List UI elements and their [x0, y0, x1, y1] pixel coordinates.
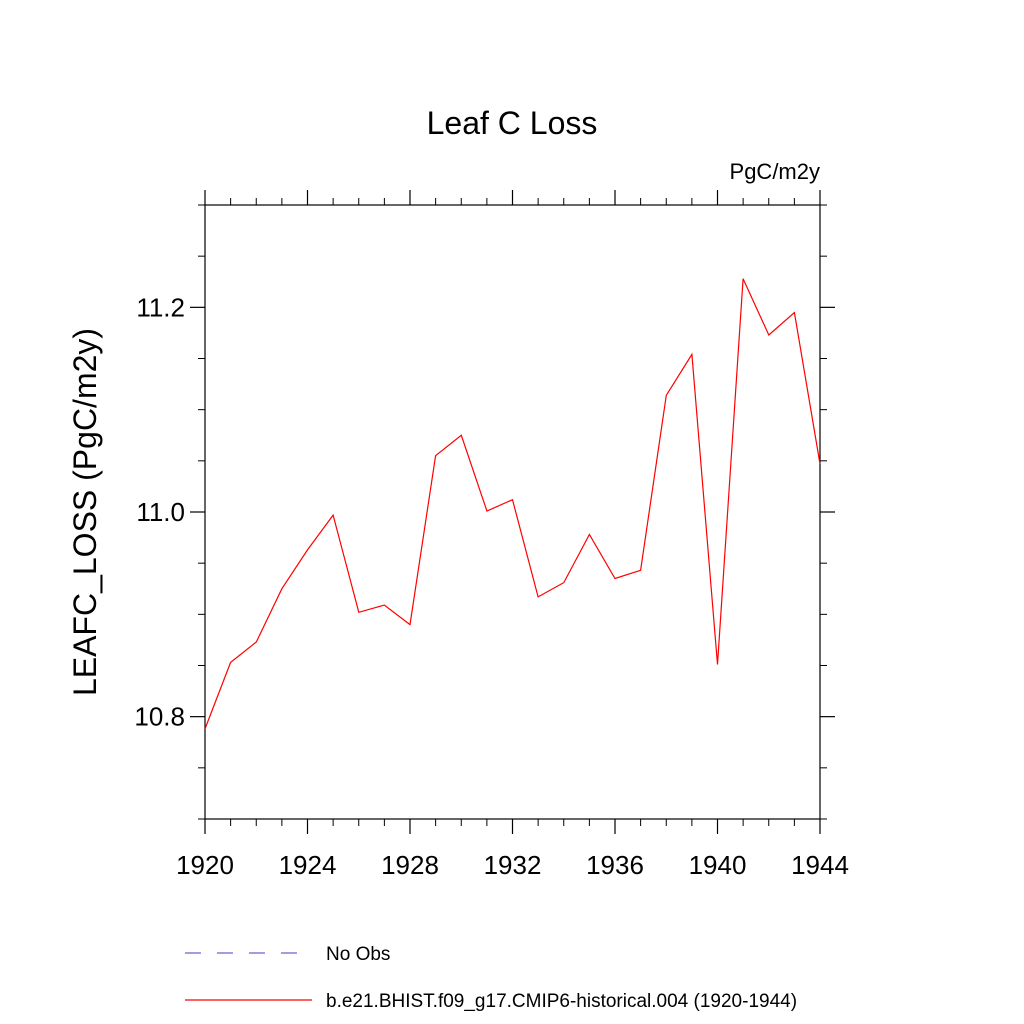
series-line — [204, 278, 821, 730]
y-tick-label: 11.0 — [136, 497, 185, 527]
y-tick-label: 10.8 — [134, 702, 185, 732]
x-tick-label: 1940 — [689, 850, 747, 880]
legend: No Obs b.e21.BHIST.f09_g17.CMIP6-historic… — [185, 944, 797, 1012]
legend-label: No Obs — [326, 944, 390, 965]
x-tick-label: 1920 — [176, 850, 234, 880]
series-group — [204, 278, 821, 730]
x-tick-label: 1936 — [586, 850, 644, 880]
y-tick-label: 11.2 — [136, 292, 185, 322]
x-tick-label: 1928 — [381, 850, 439, 880]
chart-title: Leaf C Loss — [427, 105, 598, 141]
axis-ticks — [190, 190, 835, 834]
x-tick-label: 1944 — [791, 850, 849, 880]
y-axis-label: LEAFC_LOSS (PgC/m2y) — [67, 328, 103, 696]
axis-tick-labels: 1920 1924 1928 1932 1936 1940 1944 10.8 11.0 11.2 — [134, 292, 849, 880]
units-label: PgC/m2y — [730, 159, 820, 184]
legend-label: b.e21.BHIST.f09_g17.CMIP6-historical.004… — [326, 991, 797, 1012]
x-tick-label: 1932 — [484, 850, 542, 880]
x-tick-label: 1924 — [279, 850, 337, 880]
